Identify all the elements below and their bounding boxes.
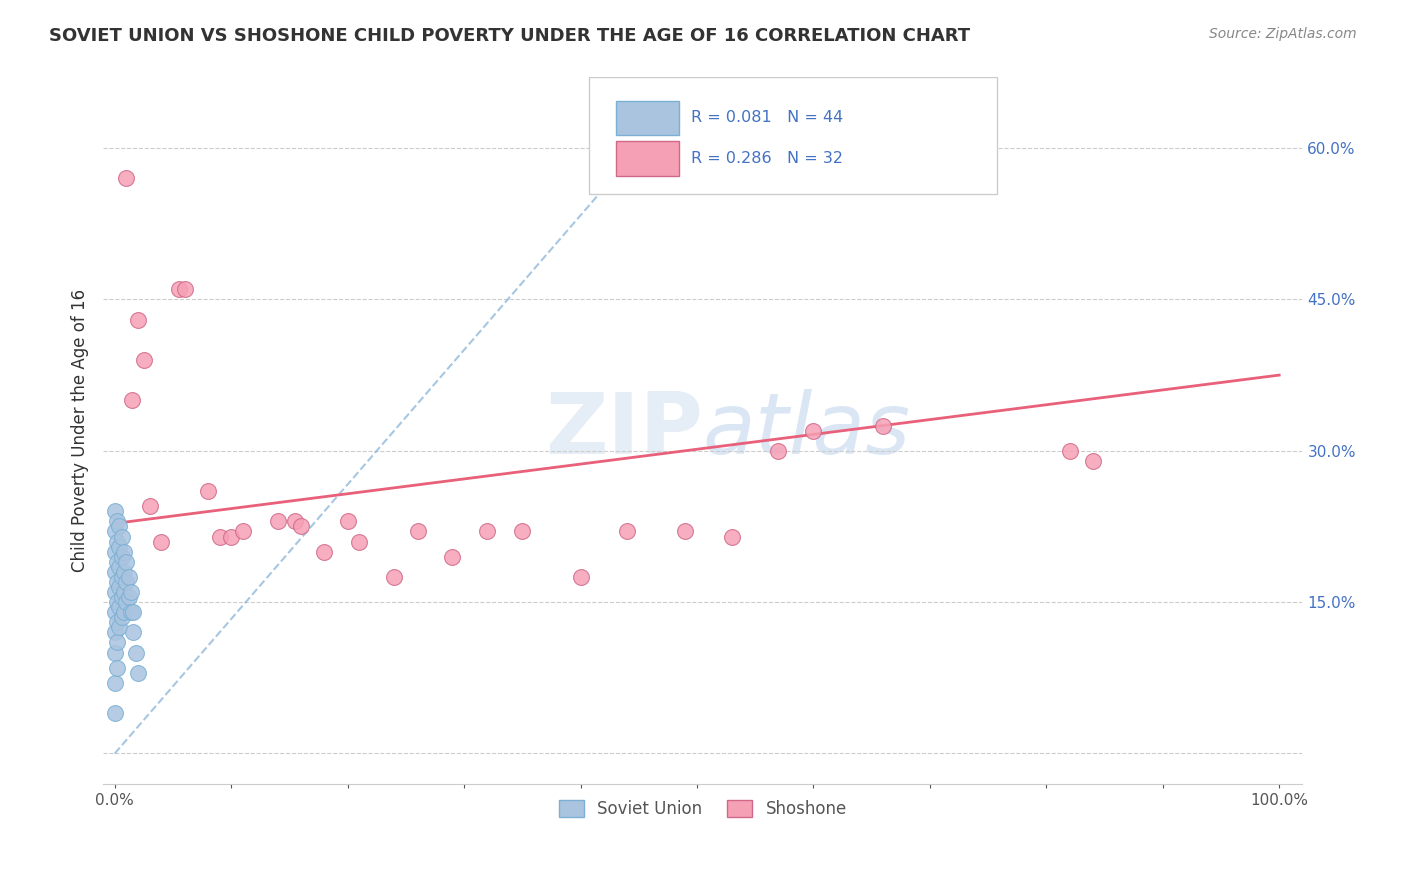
Point — [108, 540, 131, 554]
Point — [105, 595, 128, 609]
Point — [125, 646, 148, 660]
Point — [290, 519, 312, 533]
Point — [616, 524, 638, 539]
Point — [173, 282, 195, 296]
Point — [104, 676, 127, 690]
Point — [104, 646, 127, 660]
Text: ZIP: ZIP — [546, 389, 703, 472]
Point — [314, 544, 336, 558]
Point — [105, 615, 128, 630]
Text: atlas: atlas — [703, 389, 911, 472]
Text: R = 0.081   N = 44: R = 0.081 N = 44 — [690, 111, 844, 125]
Point — [104, 605, 127, 619]
Point — [108, 600, 131, 615]
Point — [104, 544, 127, 558]
Point — [112, 544, 135, 558]
Point — [105, 661, 128, 675]
Point — [111, 610, 134, 624]
Point — [284, 515, 307, 529]
Point — [167, 282, 190, 296]
Point — [104, 625, 127, 640]
Point — [208, 529, 231, 543]
Point — [510, 524, 533, 539]
Point — [108, 519, 131, 533]
Point — [132, 353, 155, 368]
Point — [118, 590, 141, 604]
Point — [336, 515, 359, 529]
Point — [104, 585, 127, 599]
Point — [120, 605, 142, 619]
Point — [111, 570, 134, 584]
Point — [112, 565, 135, 579]
FancyBboxPatch shape — [616, 141, 679, 176]
Point — [138, 500, 160, 514]
Point — [115, 171, 138, 186]
Point — [349, 534, 371, 549]
Point — [108, 580, 131, 594]
Point — [112, 605, 135, 619]
Point — [104, 565, 127, 579]
Point — [115, 574, 138, 589]
Point — [111, 549, 134, 564]
Point — [104, 504, 127, 518]
Point — [150, 534, 173, 549]
Point — [232, 524, 254, 539]
Point — [1081, 454, 1104, 468]
Point — [112, 585, 135, 599]
Point — [105, 515, 128, 529]
FancyBboxPatch shape — [589, 78, 997, 194]
Point — [127, 312, 149, 326]
Point — [104, 706, 127, 720]
Point — [108, 559, 131, 574]
Point — [122, 605, 145, 619]
Legend: Soviet Union, Shoshone: Soviet Union, Shoshone — [553, 793, 853, 825]
Point — [115, 595, 138, 609]
Text: SOVIET UNION VS SHOSHONE CHILD POVERTY UNDER THE AGE OF 16 CORRELATION CHART: SOVIET UNION VS SHOSHONE CHILD POVERTY U… — [49, 27, 970, 45]
Point — [673, 524, 696, 539]
Point — [120, 585, 142, 599]
Point — [872, 418, 894, 433]
Point — [121, 393, 143, 408]
Point — [768, 443, 790, 458]
Point — [118, 570, 141, 584]
Point — [105, 574, 128, 589]
Point — [104, 524, 127, 539]
Y-axis label: Child Poverty Under the Age of 16: Child Poverty Under the Age of 16 — [72, 289, 89, 572]
Point — [105, 635, 128, 649]
Point — [197, 484, 219, 499]
Point — [111, 590, 134, 604]
Point — [803, 424, 825, 438]
Point — [441, 549, 464, 564]
Point — [219, 529, 242, 543]
Point — [111, 529, 134, 543]
Point — [108, 620, 131, 634]
Point — [105, 534, 128, 549]
Point — [477, 524, 499, 539]
Point — [721, 529, 744, 543]
Text: Source: ZipAtlas.com: Source: ZipAtlas.com — [1209, 27, 1357, 41]
Point — [105, 555, 128, 569]
Point — [127, 665, 149, 680]
Point — [569, 570, 592, 584]
FancyBboxPatch shape — [616, 101, 679, 136]
Text: R = 0.286   N = 32: R = 0.286 N = 32 — [690, 151, 842, 166]
Point — [382, 570, 405, 584]
Point — [122, 625, 145, 640]
Point — [115, 555, 138, 569]
Point — [406, 524, 429, 539]
Point — [1059, 443, 1081, 458]
Point — [267, 515, 290, 529]
